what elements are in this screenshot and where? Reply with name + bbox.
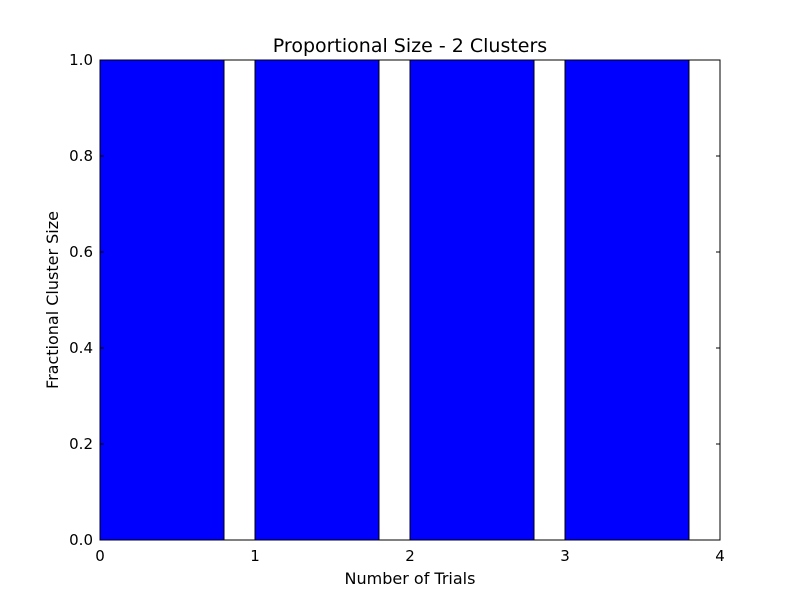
y-tick-label: 0.0 bbox=[69, 531, 93, 549]
bar-0 bbox=[99, 59, 225, 541]
bar-3 bbox=[564, 59, 690, 541]
x-tick-label: 2 bbox=[405, 547, 415, 565]
bars-group bbox=[99, 59, 690, 541]
x-tick-label: 4 bbox=[715, 547, 725, 565]
y-tick-label: 0.6 bbox=[69, 243, 93, 261]
y-tick-label: 0.4 bbox=[69, 339, 93, 357]
bar-2 bbox=[409, 59, 535, 541]
y-tick-label: 0.8 bbox=[69, 147, 93, 165]
x-tick-label: 3 bbox=[560, 547, 570, 565]
y-tick-label: 1.0 bbox=[69, 51, 93, 69]
x-tick-label: 1 bbox=[250, 547, 260, 565]
x-tick-label: 0 bbox=[95, 547, 105, 565]
y-tick-label: 0.2 bbox=[69, 435, 93, 453]
plot-frame bbox=[99, 59, 721, 541]
chart-title: Proportional Size - 2 Clusters bbox=[273, 35, 547, 57]
ticks-group: 0 1 2 3 4 0.0 0.2 0.4 0.6 0.8 1.0 bbox=[69, 51, 725, 565]
y-axis-label: Fractional Cluster Size bbox=[43, 211, 62, 389]
bar-1 bbox=[254, 59, 380, 541]
x-axis-label: Number of Trials bbox=[345, 569, 476, 588]
